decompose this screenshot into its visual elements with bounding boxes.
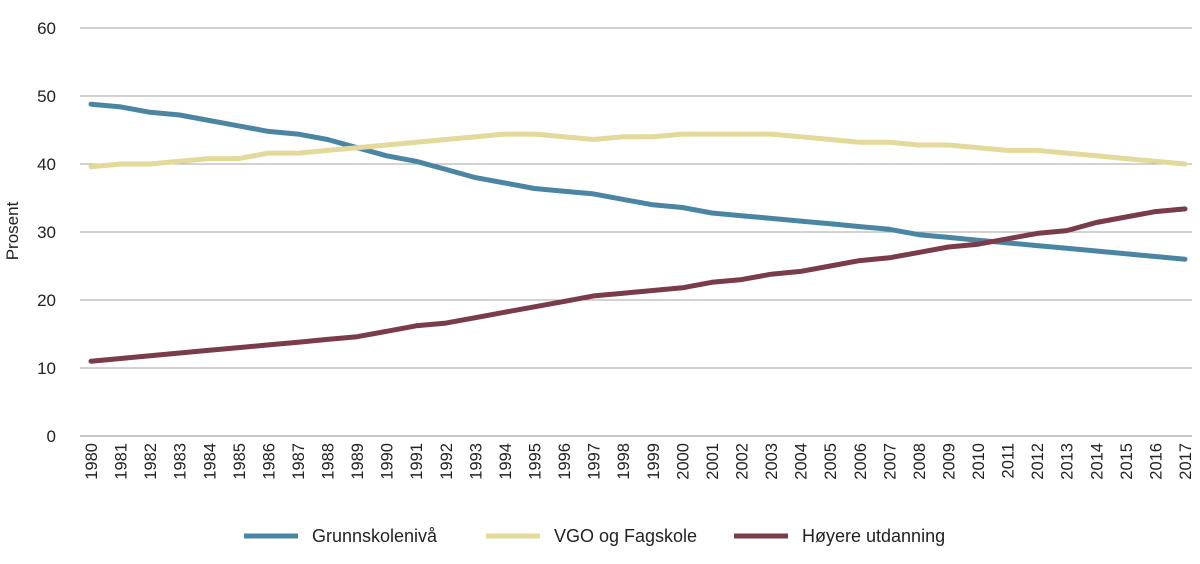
x-tick-label: 1998	[615, 443, 633, 480]
series-line-1	[88, 101, 1188, 262]
x-tick-label: 1994	[497, 443, 515, 480]
x-tick-label: 1982	[142, 443, 160, 480]
x-tick-label: 1993	[467, 443, 485, 480]
x-tick-label: 2011	[1000, 443, 1018, 478]
y-tick-label: 0	[47, 427, 56, 446]
x-tick-label: 2012	[1029, 443, 1047, 480]
x-tick-label: 1989	[349, 443, 367, 480]
x-tick-label: 1995	[527, 443, 545, 480]
x-tick-label: 1983	[172, 443, 190, 480]
x-tick-label: 1999	[645, 443, 663, 480]
legend: Grunnskolenivå VGO og Fagskole Høyere utda…	[244, 526, 945, 546]
legend-label: Høyere utdanning	[802, 526, 945, 546]
x-tick-label: 1985	[231, 443, 249, 480]
x-tick-label: 2015	[1118, 443, 1136, 480]
x-axis-ticks: 1980 1981 1982 1983 1984 1985 1986 1987 1988 1989…	[83, 443, 1195, 480]
x-tick-label: 2009	[940, 443, 958, 480]
y-tick-label: 30	[37, 223, 56, 242]
x-tick-label: 1991	[408, 443, 426, 480]
x-tick-label: 2016	[1147, 443, 1165, 480]
legend-label: VGO og Fagskole	[554, 526, 697, 546]
x-tick-label: 1997	[586, 443, 604, 480]
series-line-3	[88, 206, 1188, 364]
y-tick-label: 60	[37, 19, 56, 38]
x-tick-label: 1986	[260, 443, 278, 480]
x-tick-label: 1990	[379, 443, 397, 480]
x-tick-label: 1988	[320, 443, 338, 480]
x-tick-label: 2003	[763, 443, 781, 480]
series-lines	[88, 101, 1188, 364]
x-tick-label: 2004	[793, 443, 811, 480]
gridlines	[80, 27, 1192, 437]
x-tick-label: 2006	[852, 443, 870, 480]
x-tick-label: 2005	[822, 443, 840, 480]
y-tick-label: 40	[37, 155, 56, 174]
x-tick-label: 2002	[733, 443, 751, 480]
x-tick-label: 1984	[201, 443, 219, 480]
legend-label: Grunnskolenivå	[312, 526, 438, 546]
x-tick-label: 2010	[970, 443, 988, 480]
x-tick-label: 2008	[911, 443, 929, 480]
series-line-2	[88, 131, 1188, 170]
x-tick-label: 2014	[1088, 443, 1106, 480]
x-tick-label: 1992	[438, 443, 456, 480]
y-tick-label: 10	[37, 359, 56, 378]
y-axis-label: Prosent	[3, 201, 22, 260]
x-tick-label: 2000	[674, 443, 692, 480]
x-tick-label: 2017	[1177, 443, 1195, 480]
x-tick-label: 2007	[881, 443, 899, 480]
x-tick-label: 2013	[1059, 443, 1077, 480]
y-tick-label: 50	[37, 87, 56, 106]
x-tick-label: 1980	[83, 443, 101, 480]
x-tick-label: 1996	[556, 443, 574, 480]
y-tick-label: 20	[37, 291, 56, 310]
x-tick-label: 2001	[704, 443, 722, 480]
x-tick-label: 1987	[290, 443, 308, 480]
y-axis-ticks: 0 10 20 30 40 50 60	[37, 19, 56, 446]
x-tick-label: 1981	[113, 443, 131, 480]
